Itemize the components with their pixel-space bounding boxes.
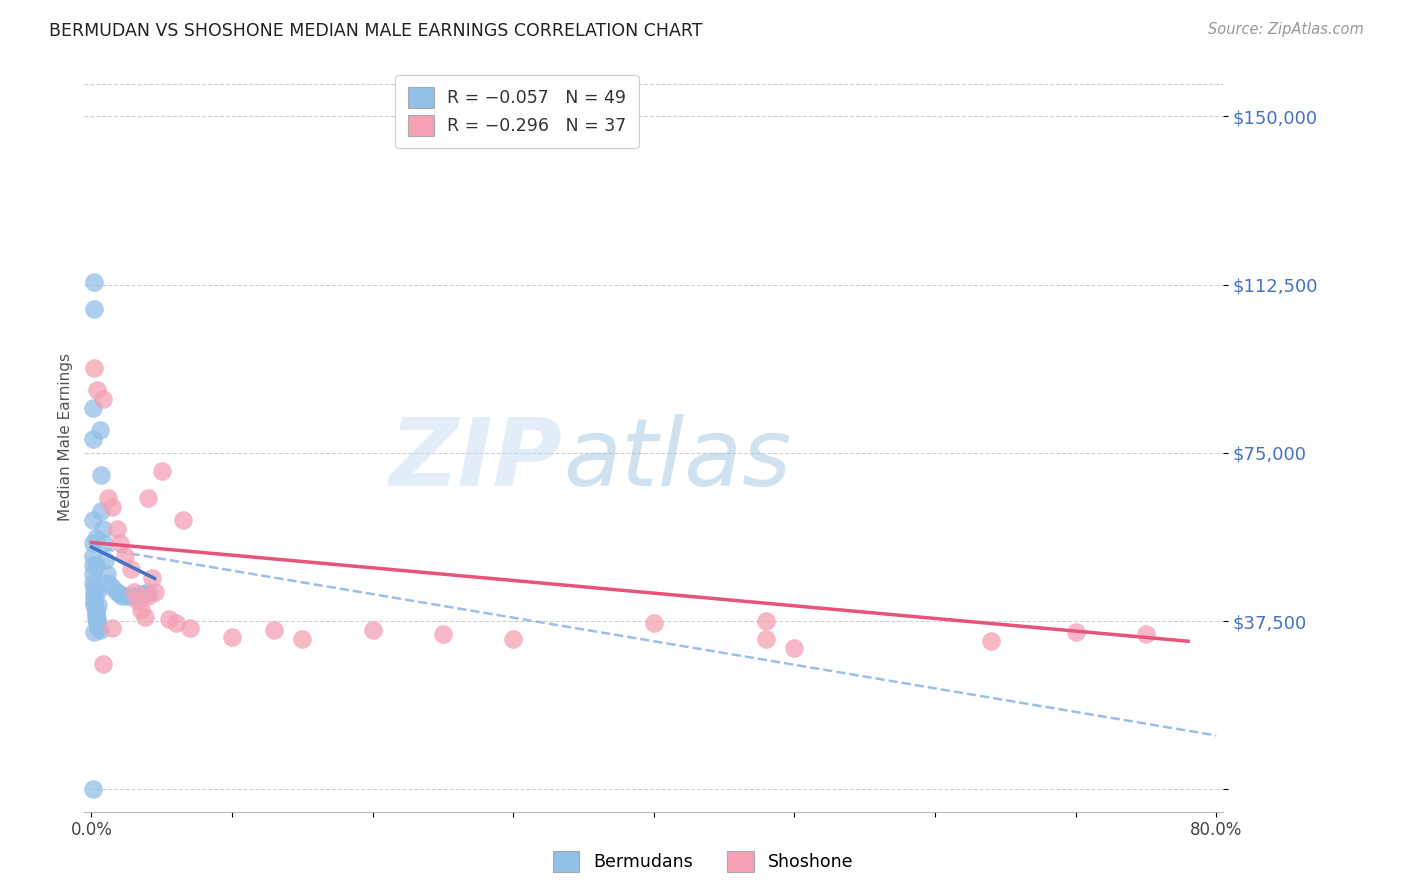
Point: [136, 585, 159, 599]
Point: [87, 599, 110, 613]
Point: [84, 607, 107, 622]
Point: [84, 531, 107, 545]
Point: [84, 605, 107, 619]
Point: [1135, 627, 1157, 641]
Point: [165, 616, 187, 631]
Point: [84, 609, 107, 624]
Point: [157, 612, 180, 626]
Point: [82, 433, 104, 447]
Text: ZIP: ZIP: [389, 414, 562, 506]
Point: [96, 566, 118, 581]
Point: [136, 590, 159, 604]
Point: [114, 549, 136, 563]
Point: [143, 585, 166, 599]
Point: [83, 302, 105, 317]
Point: [83, 625, 105, 640]
Point: [755, 614, 778, 628]
Point: [83, 599, 105, 613]
Point: [101, 581, 124, 595]
Point: [120, 562, 142, 576]
Point: [82, 558, 104, 572]
Y-axis label: Median Male Earnings: Median Male Earnings: [58, 353, 73, 521]
Point: [90, 468, 112, 483]
Point: [83, 585, 105, 599]
Point: [82, 549, 104, 563]
Point: [502, 632, 524, 646]
Point: [134, 587, 156, 601]
Point: [263, 623, 285, 637]
Point: [97, 575, 120, 590]
Legend: Bermudans, Shoshone: Bermudans, Shoshone: [546, 844, 860, 879]
Point: [221, 630, 243, 644]
Point: [141, 571, 163, 585]
Point: [134, 609, 156, 624]
Point: [90, 504, 112, 518]
Point: [91, 392, 114, 406]
Point: [97, 491, 120, 505]
Point: [86, 585, 108, 599]
Text: Source: ZipAtlas.com: Source: ZipAtlas.com: [1208, 22, 1364, 37]
Point: [1064, 625, 1087, 640]
Point: [82, 535, 104, 549]
Point: [108, 535, 131, 549]
Text: atlas: atlas: [562, 414, 792, 505]
Point: [86, 612, 108, 626]
Point: [84, 558, 107, 572]
Point: [361, 623, 384, 637]
Point: [83, 594, 105, 608]
Point: [122, 585, 145, 599]
Point: [150, 464, 173, 478]
Point: [87, 621, 110, 635]
Point: [89, 423, 111, 437]
Point: [86, 616, 108, 631]
Point: [91, 522, 114, 536]
Point: [94, 553, 117, 567]
Point: [83, 581, 105, 595]
Point: [84, 603, 107, 617]
Point: [83, 360, 105, 375]
Point: [122, 590, 145, 604]
Point: [783, 640, 806, 655]
Point: [120, 590, 142, 604]
Point: [82, 566, 104, 581]
Point: [82, 575, 104, 590]
Point: [91, 657, 114, 671]
Point: [172, 513, 194, 527]
Point: [108, 587, 131, 601]
Point: [129, 603, 152, 617]
Point: [136, 491, 159, 505]
Point: [980, 634, 1002, 648]
Point: [87, 618, 110, 632]
Point: [755, 632, 778, 646]
Point: [432, 627, 454, 641]
Point: [129, 587, 152, 601]
Point: [115, 590, 138, 604]
Point: [101, 500, 124, 514]
Point: [82, 401, 104, 415]
Point: [83, 590, 105, 604]
Point: [643, 616, 665, 631]
Point: [93, 535, 115, 549]
Point: [111, 590, 134, 604]
Legend: R = −0.057   N = 49, R = −0.296   N = 37: R = −0.057 N = 49, R = −0.296 N = 37: [395, 75, 638, 148]
Point: [179, 621, 201, 635]
Point: [127, 594, 149, 608]
Point: [291, 632, 314, 646]
Point: [82, 513, 104, 527]
Point: [82, 782, 104, 797]
Point: [83, 275, 105, 289]
Point: [105, 585, 128, 599]
Point: [89, 623, 111, 637]
Point: [101, 621, 124, 635]
Text: BERMUDAN VS SHOSHONE MEDIAN MALE EARNINGS CORRELATION CHART: BERMUDAN VS SHOSHONE MEDIAN MALE EARNING…: [49, 22, 703, 40]
Point: [86, 383, 108, 397]
Point: [105, 522, 128, 536]
Point: [86, 614, 108, 628]
